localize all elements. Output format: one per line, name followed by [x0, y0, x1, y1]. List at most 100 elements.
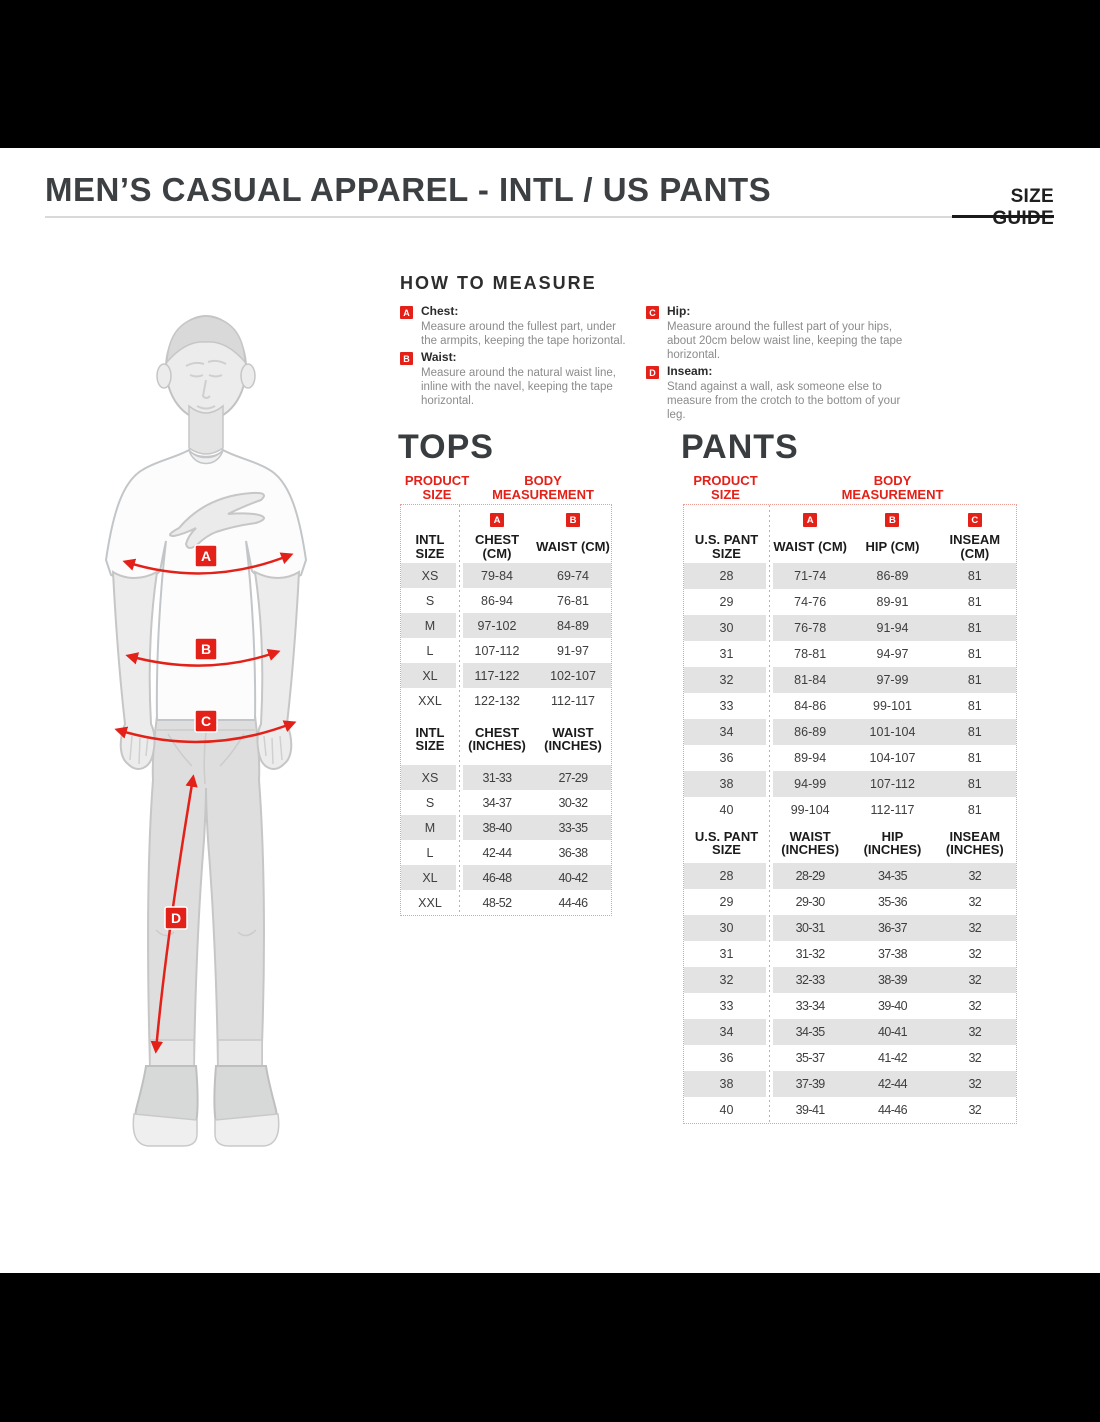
waist-cell: 76-81	[557, 593, 589, 608]
pants-cm-rows: 28 71-74 86-89 81 29 74-76 89-91 81 30	[684, 563, 1016, 823]
size-cell: 34	[719, 1025, 734, 1039]
pants-table-box: A B C U.S. PANT SIZE WAIST (CM) HIP (CM)…	[683, 504, 1017, 1124]
table-row: 30 76-78 91-94 81	[684, 615, 1016, 641]
how-to-measure-section: HOW TO MEASURE A Chest: Measure around t…	[400, 273, 1065, 425]
tops-table-box: A B INTL SIZE CHEST (CM) WAIST (CM) XS 7…	[400, 504, 612, 916]
waist-cell: 86-89	[794, 725, 827, 739]
size-cell: L	[426, 845, 434, 860]
table-row: 40 99-104 112-117 81	[684, 797, 1016, 823]
tops-badge-row: A B	[401, 505, 611, 530]
chest-cell: 122-132	[474, 693, 520, 708]
hip-cell: 94-97	[876, 647, 909, 661]
mannequin-pants	[147, 715, 265, 1067]
column-header: CHEST (CM)	[474, 532, 520, 561]
table-row: 36 35-37 41-42 32	[684, 1045, 1016, 1071]
table-row: S 34-37 30-32	[401, 790, 611, 815]
column-header: HIP (INCHES)	[863, 828, 922, 857]
inseam-cell: 81	[967, 595, 982, 609]
measurement-arrows	[114, 552, 297, 1054]
table-row: 36 89-94 104-107 81	[684, 745, 1016, 771]
waist-cell: 84-89	[557, 618, 589, 633]
waist-marker-badge: B	[194, 637, 218, 661]
waist-cell: 33-34	[795, 999, 826, 1013]
inseam-marker-badge: D	[164, 906, 188, 930]
product-size-column-header: PRODUCT SIZE	[693, 473, 758, 502]
size-cell: 38	[719, 1077, 734, 1091]
pants-group-headers: PRODUCT SIZE BODY MEASUREMENT	[683, 474, 1017, 504]
how-to-measure-heading: HOW TO MEASURE	[400, 273, 597, 293]
waist-column-badge: A	[803, 513, 818, 527]
hip-cell: 36-37	[878, 921, 908, 935]
size-cell: 31	[719, 647, 734, 661]
size-guide-tab[interactable]: SIZE GUIDE	[992, 186, 1054, 229]
inseam-cell: 32	[968, 999, 982, 1013]
inseam-cell: 32	[968, 1077, 982, 1091]
chest-cell: 42-44	[482, 845, 513, 860]
waist-cell: 102-107	[550, 668, 596, 683]
inseam-cell: 81	[967, 699, 982, 713]
product-size-column-header: PRODUCT SIZE	[404, 473, 470, 502]
size-cell: 33	[719, 699, 734, 713]
page-title: MEN’S CASUAL APPAREL - INTL / US PANTS	[45, 171, 772, 208]
measure-item-inseam: D Inseam: Stand against a wall, ask some…	[646, 365, 926, 422]
size-cell: 38	[719, 777, 734, 791]
chest-marker-badge: A	[194, 544, 218, 568]
hip-cell: 40-41	[878, 1025, 908, 1039]
tops-cm-rows: XS 79-84 69-74 S 86-94 76-81 M 97-102 84…	[401, 563, 611, 713]
table-row: 31 31-32 37-38 32	[684, 941, 1016, 967]
table-row: 29 74-76 89-91 81	[684, 589, 1016, 615]
chest-cell: 86-94	[481, 593, 513, 608]
size-cell: S	[425, 593, 435, 608]
table-row: XL 117-122 102-107	[401, 663, 611, 688]
hip-cell: 91-94	[876, 621, 909, 635]
chest-cell: 48-52	[482, 895, 513, 910]
measure-item-hip: C Hip: Measure around the fullest part o…	[646, 305, 926, 362]
column-header: CHEST (INCHES)	[468, 724, 526, 753]
pants-inches-column-headers: U.S. PANT SIZE WAIST (INCHES) HIP (INCHE…	[684, 823, 1016, 863]
brand-logo	[169, 491, 265, 549]
body-measurement-column-header: BODY MEASUREMENT	[492, 473, 594, 502]
hip-cell: 41-42	[878, 1051, 908, 1065]
table-row: XS 31-33 27-29	[401, 765, 611, 790]
column-divider	[766, 505, 773, 1123]
chest-cell: 46-48	[482, 870, 513, 885]
table-row: M 97-102 84-89	[401, 613, 611, 638]
column-header: WAIST (INCHES)	[781, 828, 840, 857]
tops-group-headers: PRODUCT SIZE BODY MEASUREMENT	[400, 474, 612, 504]
column-header: WAIST (CM)	[773, 538, 847, 554]
chest-cell: 97-102	[477, 618, 517, 633]
hip-cell: 44-46	[878, 1103, 908, 1117]
waist-cell: 40-42	[558, 870, 589, 885]
svg-text:B: B	[201, 641, 211, 657]
waist-cell: 71-74	[794, 569, 827, 583]
size-cell: 29	[719, 595, 734, 609]
waist-cell: 69-74	[557, 568, 589, 583]
column-divider	[456, 505, 463, 915]
size-cell: M	[424, 820, 436, 835]
hip-cell: 112-117	[870, 803, 915, 817]
chest-cell: 107-112	[474, 643, 520, 658]
hip-cell: 107-112	[870, 777, 915, 791]
inseam-cell: 81	[967, 777, 982, 791]
hip-cell: 104-107	[869, 751, 916, 765]
waist-cell: 32-33	[795, 973, 826, 987]
table-row: 38 37-39 42-44 32	[684, 1071, 1016, 1097]
hip-cell: 89-91	[876, 595, 909, 609]
size-cell: 34	[719, 725, 734, 739]
inseam-cell: 32	[968, 947, 982, 961]
inseam-cell: 81	[967, 803, 982, 817]
pants-inches-rows: 28 28-29 34-35 32 29 29-30 35-36 32 30	[684, 863, 1016, 1123]
pants-badge-row: A B C	[684, 505, 1016, 530]
table-row: 30 30-31 36-37 32	[684, 915, 1016, 941]
inseam-cell: 81	[967, 725, 982, 739]
size-cell: 30	[719, 921, 734, 935]
table-row: M 38-40 33-35	[401, 815, 611, 840]
column-header: INSEAM (CM)	[949, 532, 1001, 561]
waist-cell: 30-31	[795, 921, 826, 935]
table-row: L 42-44 36-38	[401, 840, 611, 865]
hip-marker-badge: C	[194, 709, 218, 733]
size-cell: 33	[719, 999, 734, 1013]
hip-column-badge: B	[885, 513, 900, 527]
waist-cell: 28-29	[795, 869, 826, 883]
size-cell: 32	[719, 973, 734, 987]
